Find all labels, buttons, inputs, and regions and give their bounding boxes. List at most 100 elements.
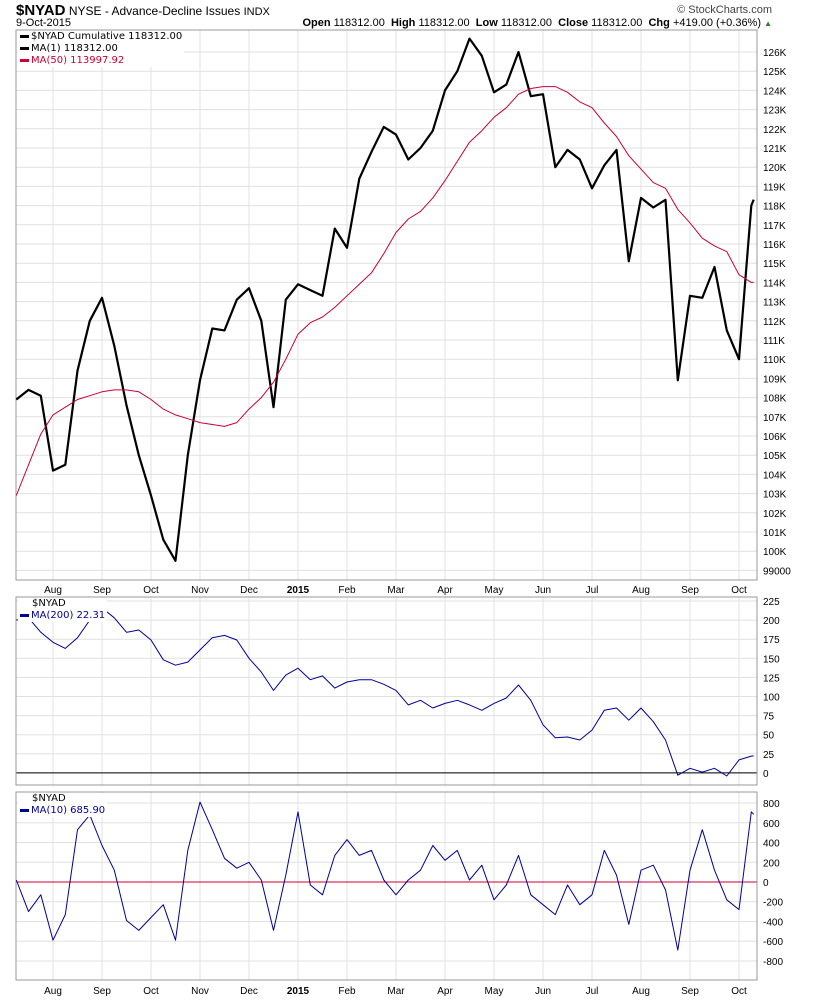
panel-ma10: 800 600 400 200 0 -200 -400 -600 -800 xyxy=(15,791,783,981)
legend-item-ma10: MA(10) 685.90 xyxy=(20,805,105,817)
y-tick-label: 104K xyxy=(763,470,787,481)
high-value: 118312.00 xyxy=(418,17,470,29)
y-tick-label: 120K xyxy=(763,163,787,174)
x-tick-label: Jul xyxy=(586,585,599,596)
y-tick-label: 200 xyxy=(763,616,780,627)
legend-price: $NYAD Cumulative 118312.00 MA(1) 118312.… xyxy=(18,31,185,67)
x-tick-label: 2015 xyxy=(287,986,310,997)
y-tick-label: 75 xyxy=(763,712,775,723)
y-tick-label: 125 xyxy=(763,673,780,684)
low-value: 118312.00 xyxy=(500,17,553,29)
y-tick-label: 125K xyxy=(763,67,787,78)
x-tick-label: Sep xyxy=(93,585,111,596)
x-tick-label: May xyxy=(485,585,504,596)
y-tick-label: 100K xyxy=(763,547,787,558)
quote-summary: Open 118312.00 High 118312.00 Low 118312… xyxy=(302,17,772,29)
x-tick-label: Nov xyxy=(191,986,209,997)
y-tick-label: 117K xyxy=(763,221,786,232)
close-value: 118312.00 xyxy=(591,17,643,29)
y-tick-label: 101K xyxy=(763,528,787,539)
x-tick-label: Jun xyxy=(535,585,551,596)
panel-ma200: 225 200 175 150 125 100 75 50 25 0 xyxy=(15,596,780,786)
y-tick-label: 114K xyxy=(763,278,786,289)
y-tick-label: 100 xyxy=(763,693,780,704)
chg-label: Chg xyxy=(648,17,670,29)
up-arrow-icon: ▲ xyxy=(764,19,772,28)
x-tick-label: Sep xyxy=(681,986,699,997)
legend-ma10: $NYAD MA(10) 685.90 xyxy=(18,793,108,817)
x-tick-label: Jun xyxy=(535,986,551,997)
y-tick-label: 106K xyxy=(763,432,787,443)
chg-value: +419.00 (+0.36%) xyxy=(672,17,762,29)
high-label: High xyxy=(390,17,416,29)
y-tick-label: 0 xyxy=(763,878,769,889)
x-tick-label: 2015 xyxy=(287,585,310,596)
x-tick-label: Apr xyxy=(437,585,453,596)
x-tick-label: Aug xyxy=(44,986,62,997)
y-tick-label: 25 xyxy=(763,750,775,761)
series-line--nyad-cumulative-thousands- xyxy=(15,37,755,562)
x-tick-label: Feb xyxy=(338,986,356,997)
exchange: INDX xyxy=(243,6,270,18)
legend-label: MA(50) 113997.92 xyxy=(31,55,125,66)
y-tick-label: 123K xyxy=(763,106,787,117)
panel-border xyxy=(15,29,758,581)
chart-date: 9-Oct-2015 xyxy=(16,17,72,29)
x-tick-label: Aug xyxy=(632,986,650,997)
y-tick-label: 150 xyxy=(763,654,780,665)
legend-item-ma50: MA(50) 113997.92 xyxy=(20,55,182,67)
y-tick-label: 118K xyxy=(763,202,786,213)
y-tick-label: 124K xyxy=(763,86,787,97)
legend-symbol: $NYAD xyxy=(32,598,66,609)
y-tick-label: -800 xyxy=(763,957,783,968)
x-tick-label: Feb xyxy=(338,585,356,596)
legend-ma200: $NYAD MA(200) 22.31 xyxy=(18,598,108,622)
legend-label: $NYAD Cumulative 118312.00 xyxy=(31,31,183,42)
y-tick-label: 119K xyxy=(763,182,786,193)
y-tick-label: 105K xyxy=(763,451,787,462)
y-tick-label: -400 xyxy=(763,917,783,928)
close-label: Close xyxy=(558,17,589,29)
y-tick-label: 113K xyxy=(763,298,786,309)
y-tick-label: 109K xyxy=(763,374,787,385)
y-tick-label: 200 xyxy=(763,858,780,869)
y-tick-label: 111K xyxy=(763,336,785,347)
y-tick-label: 225 xyxy=(763,597,780,608)
y-tick-label: 175 xyxy=(763,635,780,646)
symbol: $NYAD xyxy=(16,2,66,19)
open-value: 118312.00 xyxy=(333,17,385,29)
y-tick-label: 103K xyxy=(763,490,787,501)
x-tick-label: Sep xyxy=(681,585,699,596)
y-tick-label: 122K xyxy=(763,125,787,136)
legend-label: MA(1) 118312.00 xyxy=(31,43,118,54)
panel-border xyxy=(15,596,758,786)
legend-item-cumulative: $NYAD Cumulative 118312.00 xyxy=(20,31,182,43)
y-tick-label: 102K xyxy=(763,509,787,520)
x-tick-label: Oct xyxy=(731,986,747,997)
y-tick-label: 99000 xyxy=(763,566,791,577)
y-tick-label: 800 xyxy=(763,799,780,810)
legend-item-ma200: MA(200) 22.31 xyxy=(20,610,105,622)
series-line-ma-10- xyxy=(15,801,755,951)
y-tick-label: 107K xyxy=(763,413,787,424)
description: NYSE - Advance-Decline Issues xyxy=(68,4,241,18)
y-tick-label: 115K xyxy=(763,259,786,270)
x-tick-label: Oct xyxy=(143,585,159,596)
x-tick-label: Dec xyxy=(240,986,258,997)
y-tick-label: -600 xyxy=(763,937,783,948)
y-tick-label: 600 xyxy=(763,819,780,830)
panel-border xyxy=(15,791,758,981)
legend-label: MA(10) 685.90 xyxy=(31,805,106,816)
y-tick-label: 0 xyxy=(763,769,769,780)
x-tick-label: Apr xyxy=(437,986,453,997)
y-tick-label: 112K xyxy=(763,317,786,328)
y-tick-label: -200 xyxy=(763,898,783,909)
y-tick-label: 400 xyxy=(763,839,780,850)
y-tick-label: 50 xyxy=(763,731,775,742)
x-tick-label: Nov xyxy=(191,585,209,596)
series-line-ma-200- xyxy=(16,607,754,777)
open-label: Open xyxy=(302,17,331,29)
x-tick-label: Mar xyxy=(387,986,405,997)
y-tick-label: 116K xyxy=(763,240,786,251)
